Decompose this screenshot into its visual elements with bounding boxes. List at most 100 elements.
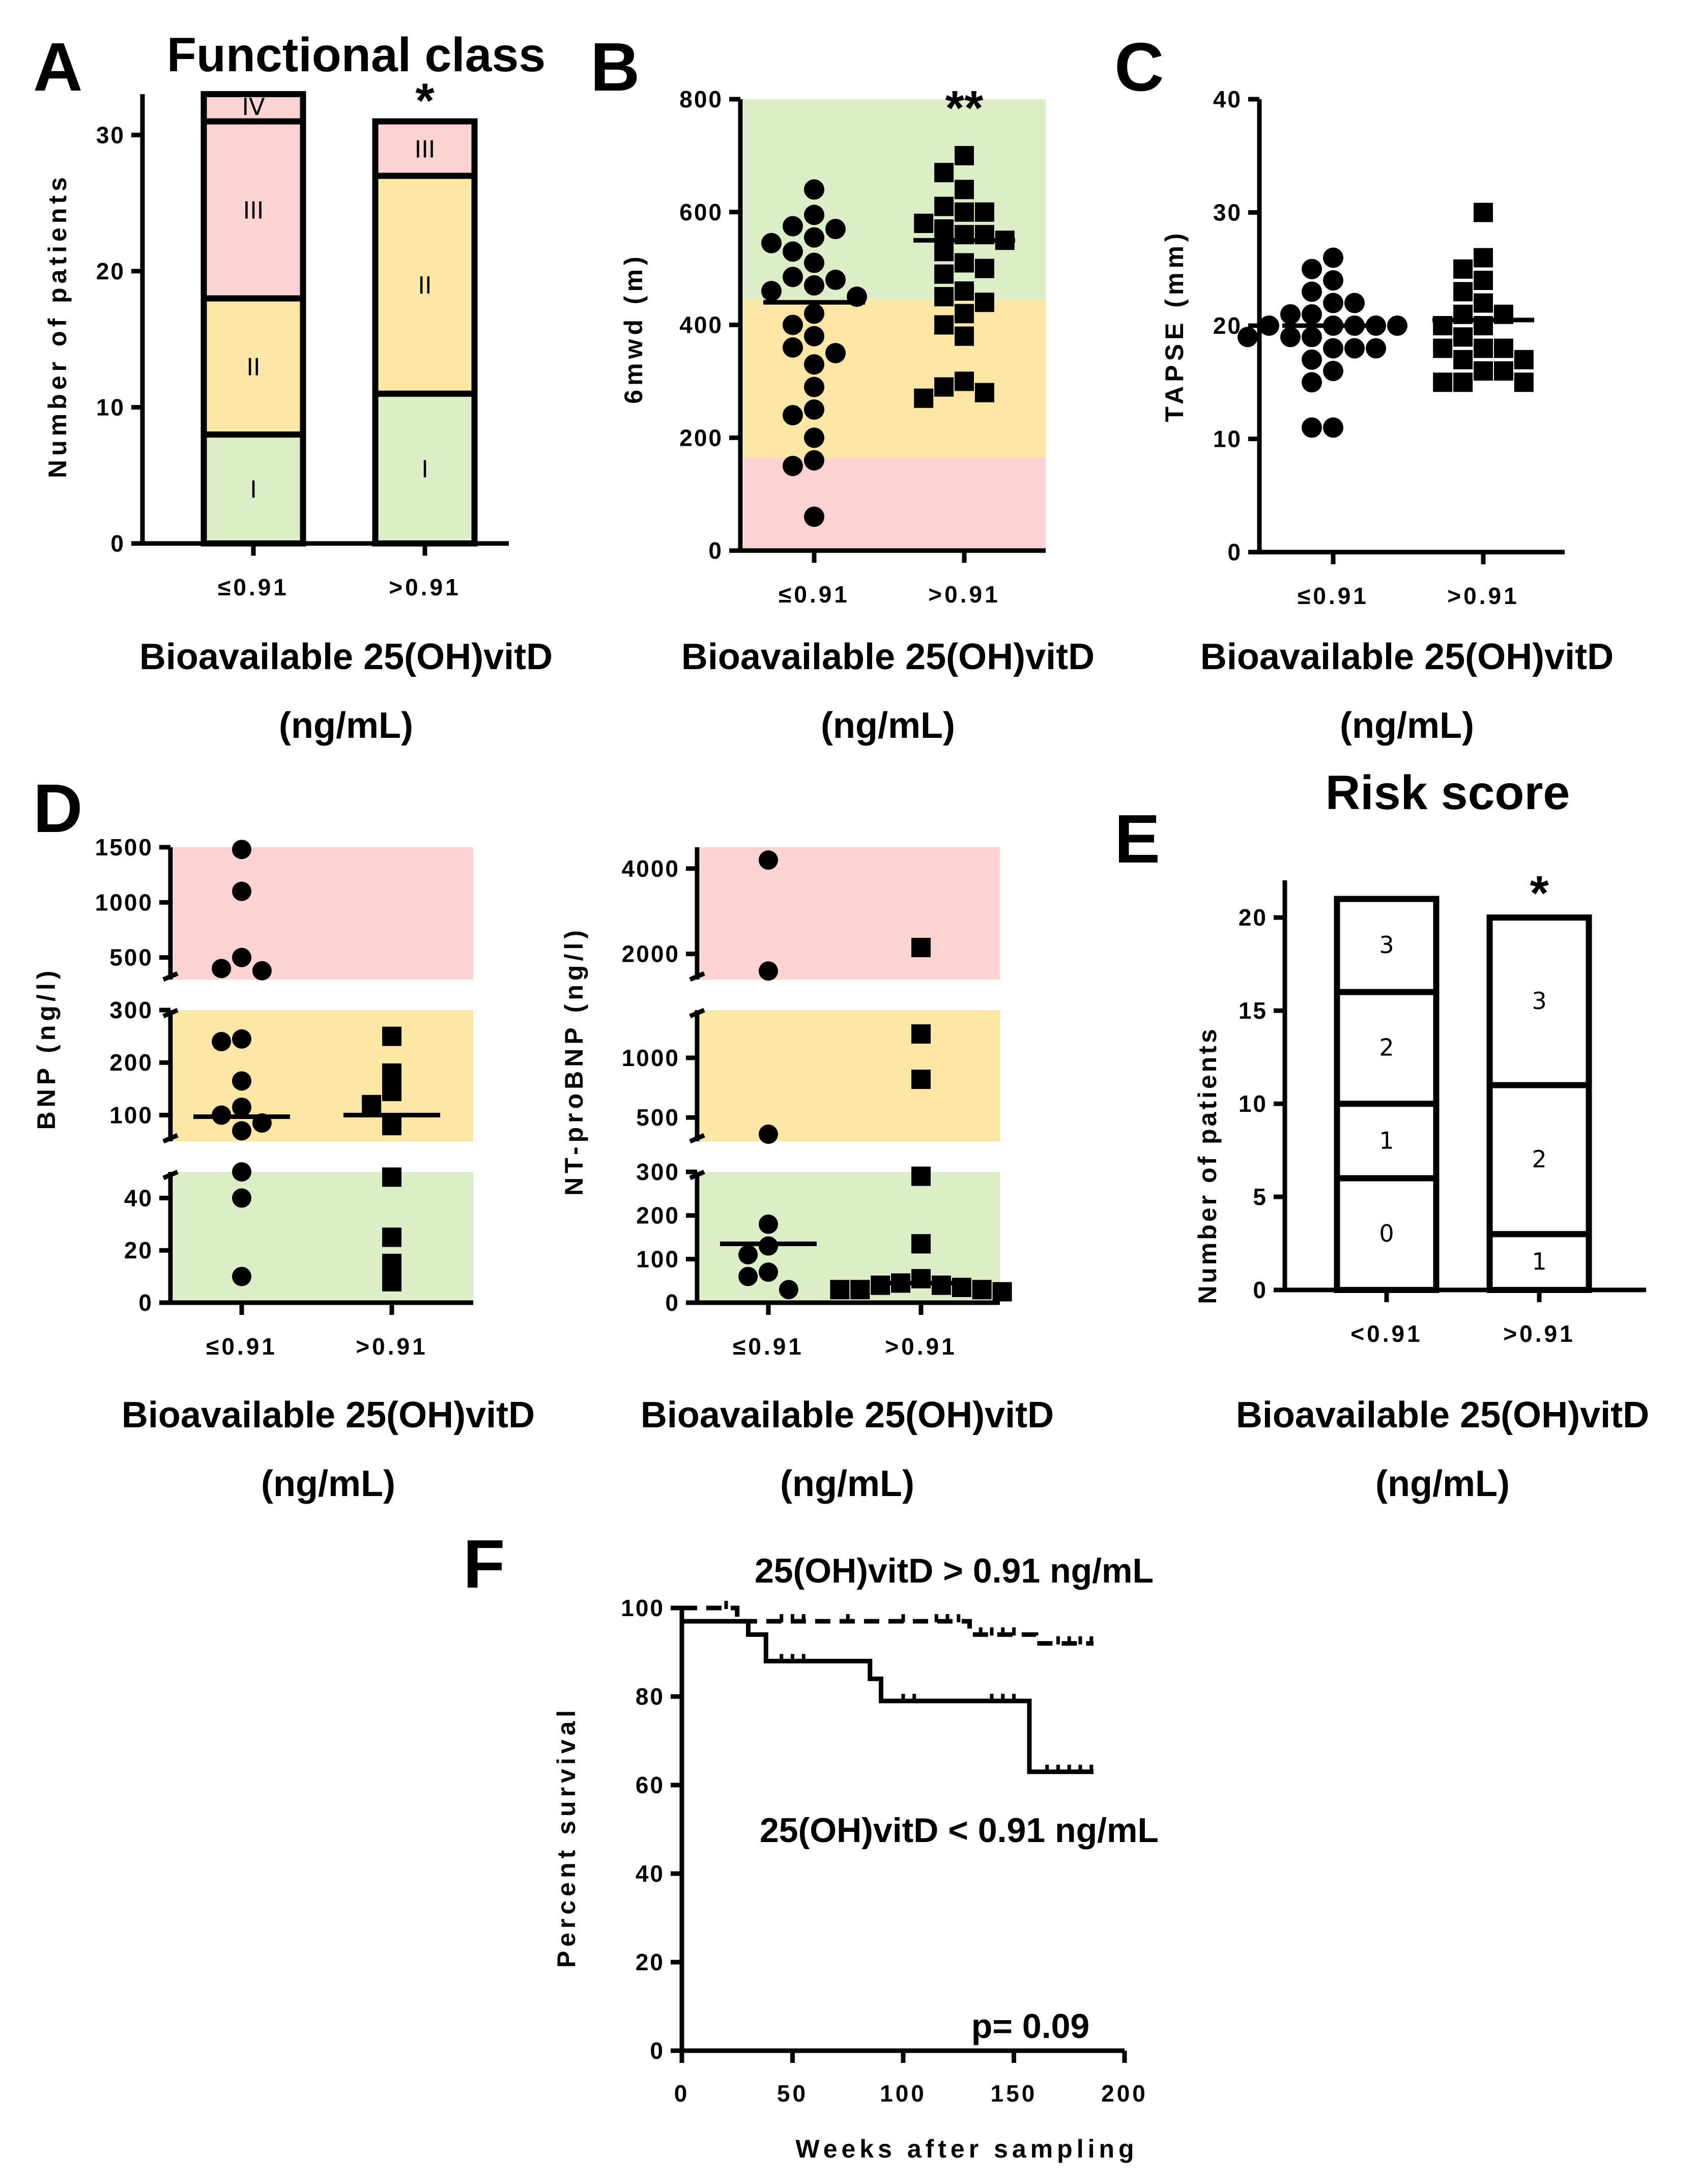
- panel-b-le-point-24: [783, 455, 803, 476]
- panel-d-bnp-cat1-point-4: [382, 1116, 401, 1136]
- panel-b-gt-point-6: [914, 213, 934, 233]
- panel-b-significance: **: [945, 81, 984, 135]
- panel-e-bar-label-0-2: 2: [1379, 1033, 1394, 1061]
- panel-c-le-point-13: [1302, 327, 1322, 348]
- panel-b-le-point-20: [804, 399, 824, 420]
- panel-b-gt-point-18: [955, 304, 974, 324]
- panel-a-y-tick-label-3: 30: [96, 122, 125, 148]
- panel-c-gt-point-16: [1474, 361, 1493, 381]
- panel-d-ntprobnp-break-low-1: [689, 1133, 705, 1144]
- panel-b-y-tick-label-3: 600: [679, 199, 723, 225]
- panel-b-le-point-14: [783, 314, 803, 335]
- panel-d-ntprobnp-break-low-2: [689, 971, 705, 982]
- panel-b-gt-point-17: [974, 293, 994, 312]
- panel-d-bnp-x-tick-label-1: >0.91: [356, 1333, 427, 1360]
- panel-c-y-tick-label-2: 20: [1213, 312, 1242, 339]
- panel-b-gt-point-3: [934, 196, 954, 216]
- panel-d-bnp-break-high-0: [162, 1169, 179, 1181]
- panel-e-bar-0-0: [1334, 1175, 1440, 1294]
- title-risk-score: Risk score: [1326, 766, 1570, 820]
- panel-d-bnp-break-low-2: [162, 971, 179, 982]
- panel-e-ylabel: Number of patients: [1193, 1026, 1222, 1304]
- panel-f-xlabel: Weeks after sampling: [795, 2135, 1138, 2163]
- panel-c-gt-point-3: [1474, 271, 1493, 290]
- panel-c-gt-point-18: [1453, 372, 1473, 392]
- panel-e-x-tick-label-1: >0.91: [1503, 1320, 1575, 1347]
- panel-c-le-point-4: [1323, 293, 1343, 313]
- panel-e-y-tick-label-4: 20: [1239, 904, 1268, 931]
- panel-d-bnp-cat0-point-1: [232, 881, 251, 901]
- panel-e-bar-label-0-0: 0: [1379, 1220, 1394, 1247]
- panel-b-x-tick-label-1: >0.91: [928, 581, 1000, 608]
- panel-b-gt-point-13: [974, 258, 994, 278]
- panel-b-le-point-13: [804, 303, 824, 324]
- panel-b-le-point-21: [783, 405, 803, 425]
- panel-d-bnp-cat1-point-5: [382, 1167, 401, 1187]
- panel-b-le-point-6: [783, 241, 803, 262]
- panel-a-bar-label-0-IV: IV: [242, 93, 265, 121]
- panel-c-gt-point-5: [1474, 293, 1493, 313]
- panel-c-le-point-17: [1344, 338, 1365, 359]
- panel-c-x-tick-label-0: ≤0.91: [1298, 583, 1369, 609]
- panel-c-le-point-3: [1302, 281, 1322, 302]
- panel-d-bnp-cat0-point-8: [232, 1097, 251, 1117]
- panel-a-x-tick-label-0: ≤0.91: [218, 574, 289, 600]
- panel-d-ntprobnp-break-high-1: [689, 1008, 705, 1019]
- panel-c-gt-point-4: [1453, 282, 1473, 302]
- panel-f-y-tick-label-1: 20: [636, 1949, 665, 1975]
- panel-c-y-tick-label-3: 30: [1213, 199, 1242, 226]
- panel-d-ntprobnp-y-tick-label-2-1: 4000: [622, 855, 680, 882]
- panel-a-ylabel: Number of patients: [43, 173, 72, 478]
- panel-c-xlabel-line1: Bioavailable 25(OH)vitD: [1200, 637, 1614, 677]
- panel-f-x-tick-label-0: 0: [674, 2080, 690, 2107]
- panel-b-gt-point-12: [955, 253, 974, 273]
- panel-a-bar-1-II: [372, 173, 478, 397]
- panel-d-bnp-y-tick-label-1-2: 300: [109, 997, 153, 1023]
- panel-c-le-point-0: [1323, 247, 1343, 268]
- panel-label-b: B: [590, 28, 640, 105]
- panel-b-gt-point-19: [934, 315, 954, 335]
- panel-c-le-point-16: [1323, 338, 1343, 359]
- panel-d-bnp-break-low-1: [162, 1133, 179, 1144]
- panel-b-y-tick-label-2: 400: [679, 312, 723, 338]
- panel-d-bnp-cat1-point-6: [382, 1227, 401, 1247]
- panel-b-le-point-5: [761, 233, 782, 253]
- panel-d-ntprobnp-cat0-point-3: [759, 1214, 778, 1234]
- panel-b-gt-point-15: [955, 281, 974, 301]
- panel-a-bar-0-IV: [200, 91, 306, 125]
- panel-d-ntprobnp-x-tick-label-1: >0.91: [885, 1333, 957, 1360]
- panel-c-le-point-23: [1302, 417, 1322, 438]
- panel-c-le-point-19: [1302, 349, 1322, 370]
- panel-c-x-tick-label-1: >0.91: [1447, 583, 1519, 609]
- panel-b-gt-point-4: [955, 202, 974, 222]
- panel-d-ntprobnp-ylabel: NT-proBNP (ng/l): [560, 926, 588, 1196]
- panel-d-bnp-x-tick-label-0: ≤0.91: [206, 1333, 277, 1360]
- panel-a-bar-label-1-II: II: [418, 272, 432, 299]
- panel-b-y-tick-label-1: 200: [679, 424, 723, 451]
- panel-c-gt-point-20: [1514, 372, 1534, 392]
- panel-c-gt-point-12: [1493, 338, 1513, 358]
- panel-b-ylabel: 6mwd (m): [619, 252, 648, 404]
- panel-d-bnp-xlabel-line2: (ng/mL): [261, 1463, 395, 1504]
- panel-e-y-tick-label-2: 10: [1239, 1090, 1268, 1117]
- panel-b-le-point-8: [783, 267, 803, 288]
- panel-e-xlabel-line2: (ng/mL): [1375, 1463, 1510, 1504]
- panel-a-bar-label-0-II: II: [246, 353, 260, 381]
- panel-d-bnp-y-tick-label-2-0: 500: [109, 944, 153, 971]
- panel-b-le-point-25: [804, 506, 824, 527]
- panel-c-le-point-2: [1323, 270, 1343, 291]
- panel-c-xlabel-line2: (ng/mL): [1340, 705, 1474, 746]
- panel-b-gt-point-20: [955, 326, 974, 346]
- panel-d-ntprobnp-cat1-point-9: [952, 1278, 971, 1298]
- panel-e-bar-label-1-2: 2: [1532, 1145, 1546, 1173]
- panel-a-bar-label-0-III: III: [243, 197, 264, 224]
- panel-d-bnp-cat0-point-4: [252, 961, 272, 981]
- panel-d-ntprobnp-y-tick-label-0-0: 0: [665, 1289, 680, 1316]
- panel-b-y-tick-label-4: 800: [679, 86, 723, 112]
- panel-f-label-high: 25(OH)vitD > 0.91 ng/mL: [755, 1551, 1154, 1590]
- panel-c-tapse: TAPSE (mm) 0 10 20 30 40 ≤0.91 >0.91: [1160, 86, 1565, 609]
- panel-d-ntprobnp-cat1-point-3: [911, 1166, 931, 1186]
- panel-f-x-tick-label-2: 100: [880, 2080, 927, 2107]
- panel-d-ntprobnp-cat1-point-13: [992, 1282, 1012, 1302]
